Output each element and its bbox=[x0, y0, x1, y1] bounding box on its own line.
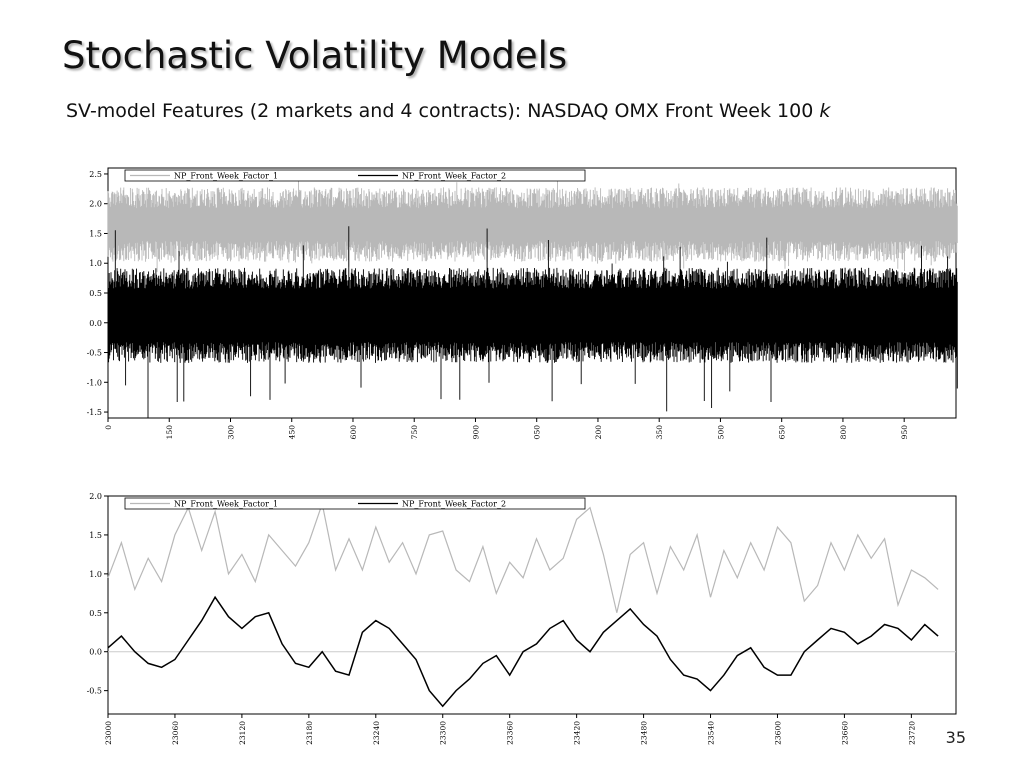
x-tick-label: 23360 bbox=[506, 721, 515, 745]
y-tick-label: 0.0 bbox=[89, 648, 102, 657]
x-tick-label: 23600 bbox=[773, 721, 782, 745]
x-tick-label: 42900 bbox=[471, 425, 480, 440]
x-tick-label: 23300 bbox=[439, 721, 448, 745]
chart-full-sample: 2.5 2.0 1.5 1.0 0.5 0.0 -0.5 -1.0 -1.5 0 7150 14300… bbox=[87, 167, 958, 440]
legend: NP_Front_Week_Factor_1 NP_Front_Week_Fact… bbox=[124, 169, 586, 182]
x-tick-label: 23720 bbox=[907, 721, 916, 745]
x-tick-label: 71500 bbox=[716, 425, 725, 440]
legend-label: NP_Front_Week_Factor_1 bbox=[174, 172, 278, 181]
x-tick-label: 57200 bbox=[594, 425, 603, 440]
y-tick-label: 2.0 bbox=[89, 200, 102, 209]
y-tick-label: 2.5 bbox=[89, 170, 102, 179]
y-tick-label: 0.5 bbox=[89, 289, 102, 298]
x-tick-label: 64350 bbox=[655, 425, 664, 440]
x-tick-label: 7150 bbox=[165, 425, 174, 440]
plot-frame bbox=[107, 495, 957, 715]
x-tick-label: 50050 bbox=[533, 425, 542, 440]
x-tick-label: 23060 bbox=[171, 721, 180, 745]
y-tick-label: 0.5 bbox=[89, 609, 102, 618]
legend-box bbox=[124, 497, 586, 510]
legend-label: NP_Front_Week_Factor_2 bbox=[402, 172, 506, 181]
page-number: 35 bbox=[945, 728, 966, 747]
x-tick-label: 92950 bbox=[900, 425, 909, 440]
x-tick-label: 0 bbox=[104, 425, 113, 430]
x-tick-label: 23420 bbox=[573, 721, 582, 745]
y-tick-label: 1.0 bbox=[89, 570, 102, 579]
x-tick-label: 78650 bbox=[778, 425, 787, 440]
x-tick-label: 35750 bbox=[410, 425, 419, 440]
x-tick-label: 23540 bbox=[707, 721, 716, 745]
x-tick-label: 28600 bbox=[349, 425, 358, 440]
x-tick-label: 21450 bbox=[288, 425, 297, 440]
legend-label: NP_Front_Week_Factor_2 bbox=[402, 500, 506, 509]
y-tick-label: -1.0 bbox=[87, 378, 102, 387]
x-tick-label: 23240 bbox=[372, 721, 381, 745]
x-tick-label: 14300 bbox=[226, 425, 235, 440]
y-tick-label: -0.5 bbox=[87, 349, 102, 358]
y-tick-label: 0.0 bbox=[89, 319, 102, 328]
y-tick-label: -1.5 bbox=[87, 408, 102, 417]
y-tick-label: -0.5 bbox=[87, 687, 102, 696]
y-tick-label: 1.5 bbox=[89, 229, 102, 238]
series-line-np-front-week-factor-2 bbox=[107, 226, 958, 419]
chart-zoomed-window: 2.0 1.5 1.0 0.5 0.0 -0.5 23000 23060 23120 23180 2… bbox=[87, 492, 957, 745]
x-tick-label: 23000 bbox=[104, 721, 113, 745]
legend-label: NP_Front_Week_Factor_1 bbox=[174, 500, 278, 509]
series-line-np-front-week-factor-1 bbox=[107, 501, 939, 613]
series-line-np-front-week-factor-2 bbox=[107, 595, 939, 708]
legend: NP_Front_Week_Factor_1 NP_Front_Week_Fact… bbox=[124, 497, 586, 510]
legend-box bbox=[124, 169, 586, 182]
x-tick-label: 23180 bbox=[305, 721, 314, 745]
subtitle-variable: k bbox=[819, 100, 831, 122]
slide-title: Stochastic Volatility Models bbox=[62, 34, 568, 77]
y-tick-label: 2.0 bbox=[89, 492, 102, 501]
y-tick-label: 1.5 bbox=[89, 531, 102, 540]
series-line-np-front-week-factor-1 bbox=[107, 178, 958, 272]
slide-subtitle: SV-model Features (2 markets and 4 contr… bbox=[66, 100, 830, 122]
subtitle-text: SV-model Features (2 markets and 4 contr… bbox=[66, 100, 814, 122]
x-tick-label: 23480 bbox=[640, 721, 649, 745]
x-tick-label: 23120 bbox=[238, 721, 247, 745]
x-tick-label: 85800 bbox=[839, 425, 848, 440]
y-tick-label: 1.0 bbox=[89, 259, 102, 268]
x-tick-label: 23660 bbox=[840, 721, 849, 745]
